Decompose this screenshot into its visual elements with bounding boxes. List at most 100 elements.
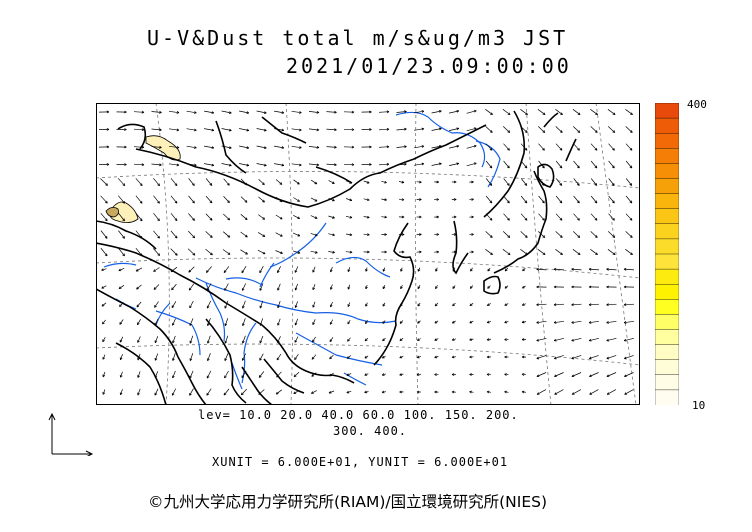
wind-vector-icon bbox=[345, 250, 353, 254]
wind-vector-icon bbox=[449, 109, 460, 114]
wind-vector-icon bbox=[590, 213, 598, 221]
wind-vector-icon bbox=[171, 283, 177, 291]
wind-vector-icon bbox=[154, 353, 159, 361]
wind-vector-icon bbox=[470, 267, 473, 272]
wind-vector-icon bbox=[258, 389, 265, 395]
wind-vector-icon bbox=[588, 267, 600, 271]
wind-vector-icon bbox=[363, 215, 370, 219]
wind-vector-icon bbox=[400, 285, 403, 290]
wind-vector-icon bbox=[486, 355, 492, 359]
wind-vector-icon bbox=[310, 215, 318, 219]
colorbar-bin bbox=[655, 238, 679, 255]
wind-vector-icon bbox=[153, 267, 160, 272]
wind-vector-icon bbox=[485, 160, 493, 169]
wind-vector-icon bbox=[223, 178, 230, 186]
wind-vector-icon bbox=[118, 267, 125, 272]
wind-vector-icon bbox=[625, 160, 633, 169]
wind-vector-icon bbox=[607, 231, 616, 238]
dust-patch-north bbox=[145, 135, 181, 161]
wind-vector-icon bbox=[485, 109, 493, 116]
wind-vector-icon bbox=[100, 247, 108, 257]
wind-vector-icon bbox=[102, 354, 106, 360]
wind-vector-icon bbox=[538, 178, 545, 186]
colorbar-max-label: 400 bbox=[687, 98, 707, 111]
wind-vector-icon bbox=[399, 338, 404, 342]
colorbar-bin bbox=[655, 193, 679, 210]
wind-vector-icon bbox=[347, 302, 351, 307]
wind-vector-icon bbox=[222, 231, 231, 238]
map-title: U-V&Dust total m/s&ug/m3 JST bbox=[147, 26, 569, 50]
wind-vector-icon bbox=[434, 250, 439, 254]
wind-vector-icon bbox=[275, 196, 283, 203]
wind-vector-icon bbox=[172, 370, 176, 379]
wind-vector-icon bbox=[205, 195, 213, 204]
wind-vector-icon bbox=[259, 283, 264, 291]
wind-vector-icon bbox=[381, 373, 387, 376]
wind-vector-icon bbox=[571, 285, 582, 289]
wind-vector-icon bbox=[363, 198, 370, 202]
wind-vector-icon bbox=[188, 213, 195, 221]
wind-vector-icon bbox=[100, 212, 108, 222]
colorbar-bin bbox=[655, 223, 679, 240]
wind-vector-icon bbox=[151, 128, 162, 132]
wind-vector-icon bbox=[521, 338, 527, 341]
wind-vector-icon bbox=[588, 337, 599, 342]
wind-vector-icon bbox=[449, 162, 460, 166]
wind-vector-icon bbox=[343, 128, 355, 132]
wind-vector-icon bbox=[451, 250, 457, 254]
wind-vector-icon bbox=[399, 390, 404, 394]
wind-vector-icon bbox=[608, 178, 615, 186]
colorbar-bin bbox=[655, 389, 679, 405]
wind-vector-icon bbox=[343, 145, 355, 149]
wind-vector-icon bbox=[275, 214, 283, 220]
wind-vector-icon bbox=[326, 128, 337, 132]
wind-vector-icon bbox=[118, 285, 125, 290]
wind-vector-icon bbox=[153, 230, 160, 239]
wind-vector-icon bbox=[274, 163, 285, 167]
wind-vector-icon bbox=[521, 320, 527, 324]
wind-vector-icon bbox=[555, 231, 563, 238]
wind-vector-icon bbox=[294, 354, 299, 361]
wind-vector-icon bbox=[153, 195, 160, 204]
wind-vector-icon bbox=[102, 371, 106, 378]
wind-vector-icon bbox=[469, 215, 474, 219]
wind-vector-icon bbox=[206, 388, 212, 396]
wind-vector-icon bbox=[293, 214, 300, 220]
wind-vector-icon bbox=[624, 355, 634, 360]
wind-vector-icon bbox=[170, 195, 178, 204]
wind-vector-icon bbox=[606, 303, 617, 307]
wind-vector-icon bbox=[364, 355, 369, 359]
wind-vector-icon bbox=[434, 302, 439, 307]
wind-vector-icon bbox=[312, 301, 316, 308]
wind-vector-icon bbox=[312, 266, 316, 273]
wind-vector-icon bbox=[555, 143, 563, 151]
wind-vector-icon bbox=[310, 197, 318, 202]
wind-vector-icon bbox=[345, 215, 353, 219]
wind-vector-icon bbox=[221, 163, 232, 167]
contour-levels-line2: 300. 400. bbox=[333, 424, 408, 438]
wind-vector-icon bbox=[451, 215, 457, 219]
colorbar-bin bbox=[655, 163, 679, 180]
wind-vector-icon bbox=[502, 109, 511, 116]
wind-vector-icon bbox=[224, 318, 229, 327]
wind-vector-icon bbox=[589, 372, 599, 378]
wind-vector-icon bbox=[310, 250, 318, 254]
wind-vector-icon bbox=[346, 180, 353, 184]
wind-vector-icon bbox=[431, 110, 442, 114]
wind-vector-icon bbox=[503, 213, 510, 221]
wind-vector-icon bbox=[623, 337, 634, 342]
wind-vector-icon bbox=[503, 178, 510, 186]
wind-vector-icon bbox=[137, 336, 141, 343]
wind-vector-icon bbox=[242, 335, 246, 344]
wind-vector-icon bbox=[137, 353, 141, 361]
wind-vector-icon bbox=[623, 303, 635, 307]
wind-vector-icon bbox=[555, 126, 563, 133]
wind-vector-icon bbox=[521, 303, 526, 306]
wind-vector-icon bbox=[275, 232, 283, 237]
wind-vector-icon bbox=[186, 128, 197, 132]
wind-vector-icon bbox=[256, 110, 267, 114]
wind-vector-icon bbox=[573, 178, 580, 186]
wind-vector-icon bbox=[151, 163, 162, 167]
wind-vector-icon bbox=[485, 143, 493, 151]
wind-vector-icon bbox=[136, 319, 141, 326]
